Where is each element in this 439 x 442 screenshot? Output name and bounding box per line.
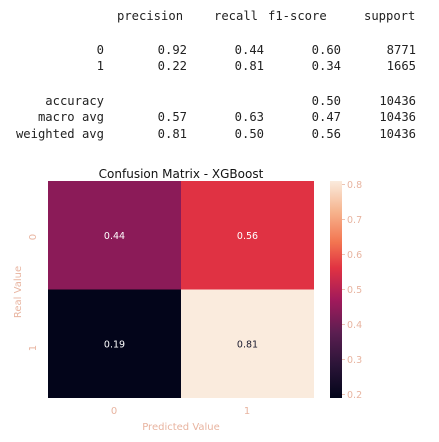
cell-annotation: 0.56 [237, 231, 258, 242]
colorbar-tick-label: 0.6 [347, 250, 362, 261]
heatmap-annotations: 0.44 0.56 0.19 0.81 [104, 231, 258, 351]
row-precision: 0.57 [157, 110, 187, 124]
row-f1: 0.60 [311, 43, 341, 57]
row-label: weighted avg [15, 127, 104, 141]
colorbar-tick-label: 0.7 [347, 215, 362, 226]
row-recall: 0.44 [234, 43, 264, 57]
row-precision: 0.22 [157, 59, 187, 73]
colorbar-tick-label: 0.3 [347, 355, 362, 366]
row-label: 0 [96, 43, 104, 57]
y-tick-labels: 0 1 [28, 234, 39, 351]
x-tick-labels: 0 1 [111, 406, 250, 417]
y-tick-label: 1 [28, 345, 39, 351]
heatmap-cell [181, 289, 314, 398]
row-label: 1 [96, 59, 104, 73]
cell-annotation: 0.19 [104, 339, 125, 350]
row-f1: 0.34 [311, 59, 341, 73]
x-tick-label: 0 [111, 406, 117, 417]
chart-title: Confusion Matrix - XGBoost [99, 167, 264, 181]
cell-annotation: 0.81 [237, 339, 258, 350]
y-axis-label: Real Value [13, 266, 24, 318]
row-support: 10436 [379, 94, 416, 108]
header-f1-score: f1-score [268, 9, 327, 23]
row-f1: 0.47 [311, 110, 341, 124]
y-tick-label: 0 [28, 234, 39, 240]
colorbar-tick-label: 0.5 [347, 285, 362, 296]
row-support: 1665 [386, 59, 416, 73]
header-recall: recall [214, 9, 259, 23]
row-recall: 0.50 [234, 127, 264, 141]
row-label: accuracy [45, 94, 104, 108]
colorbar-ticks: 0.2 0.3 0.4 0.5 0.6 0.7 0.8 [342, 180, 362, 401]
heatmap-cell [181, 181, 314, 290]
row-recall: 0.81 [234, 59, 264, 73]
colorbar [330, 181, 342, 398]
classification-report: precision recall f1-score support 0 0.92… [0, 0, 439, 150]
cell-annotation: 0.44 [104, 231, 125, 242]
row-f1: 0.56 [311, 127, 341, 141]
heatmap-cells [48, 181, 314, 398]
heatmap-cell [48, 181, 181, 290]
row-recall: 0.63 [234, 110, 264, 124]
row-support: 10436 [379, 127, 416, 141]
header-support: support [364, 9, 416, 23]
x-axis-label: Predicted Value [142, 422, 220, 433]
colorbar-tick-label: 0.2 [347, 390, 362, 401]
colorbar-tick-label: 0.8 [347, 180, 362, 191]
row-label: macro avg [37, 110, 104, 124]
header-precision: precision [117, 9, 184, 23]
row-support: 10436 [379, 110, 416, 124]
x-tick-label: 1 [244, 406, 250, 417]
row-support: 8771 [386, 43, 416, 57]
heatmap-cell [48, 289, 181, 398]
colorbar-tick-label: 0.4 [347, 320, 362, 331]
row-precision: 0.81 [157, 127, 187, 141]
row-f1: 0.50 [311, 94, 341, 108]
row-precision: 0.92 [157, 43, 187, 57]
